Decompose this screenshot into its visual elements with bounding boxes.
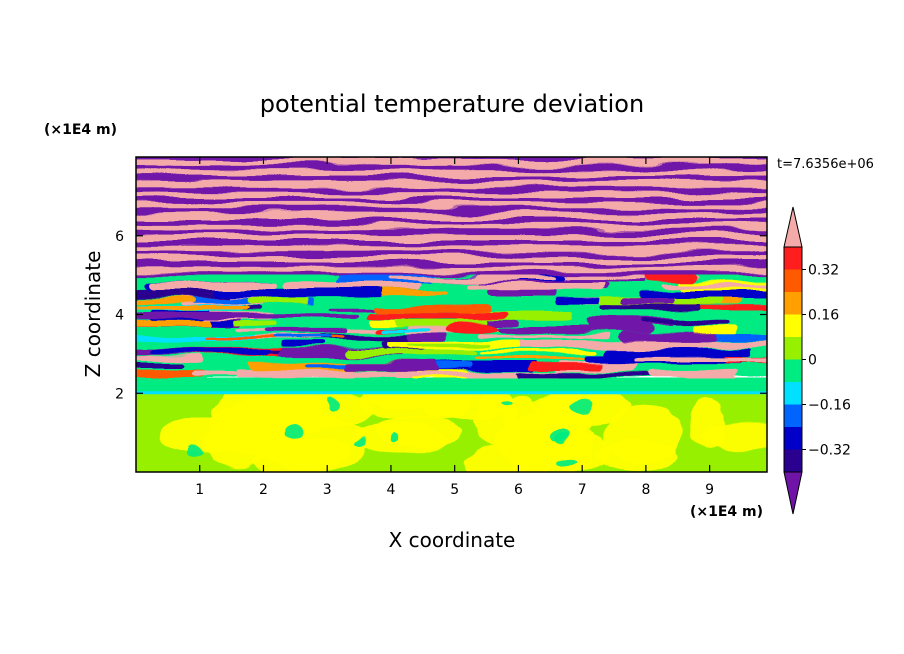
colorbar-box	[784, 247, 802, 270]
colorbar-box	[784, 382, 802, 405]
x-axis-ticks: 1 2 3 4 5 6 7 8 9	[195, 157, 714, 498]
colorbar-over-triangle	[783, 206, 803, 248]
x-tick-label: 8	[641, 482, 650, 498]
x-tick-label: 7	[578, 482, 587, 498]
interface-layer	[136, 377, 767, 394]
x-tick-label: 2	[259, 482, 268, 498]
mixing-layer	[136, 274, 767, 379]
y-axis-label: Z coordinate	[81, 251, 105, 378]
y-axis-unit: (×1E4 m)	[44, 122, 117, 138]
y-tick-label: 4	[115, 308, 124, 324]
colorbar-tick-label: 0.16	[808, 308, 839, 324]
lower-cells	[159, 375, 767, 472]
colorbar-tick-label: −0.16	[808, 398, 851, 414]
chart-title: potential temperature deviation	[260, 90, 644, 118]
colorbar-tick-label: −0.32	[808, 443, 851, 459]
colorbar: 0.32 0.16 0 −0.16 −0.32	[783, 206, 851, 515]
upper-bands	[136, 157, 767, 280]
x-tick-label: 5	[450, 482, 459, 498]
colorbar-box	[784, 292, 802, 315]
colorbar-box	[784, 337, 802, 360]
x-tick-label: 3	[323, 482, 332, 498]
colorbar-box	[784, 359, 802, 382]
colorbar-box	[784, 427, 802, 450]
colorbar-under-triangle	[783, 471, 803, 515]
contour-field	[136, 157, 767, 472]
x-tick-label: 6	[514, 482, 523, 498]
colorbar-box	[784, 269, 802, 292]
colorbar-tick-label: 0.32	[808, 263, 839, 279]
x-tick-label: 4	[386, 482, 395, 498]
y-tick-label: 6	[115, 229, 124, 245]
x-tick-label: 1	[195, 482, 204, 498]
y-axis-ticks: 2 4 6	[115, 229, 767, 402]
colorbar-box	[784, 314, 802, 337]
colorbar-box	[784, 449, 802, 472]
time-label: t=7.6356e+06	[777, 157, 874, 172]
y-tick-label: 2	[115, 386, 124, 402]
colorbar-tick-label: 0	[808, 353, 817, 369]
x-tick-label: 9	[705, 482, 714, 498]
x-axis-label: X coordinate	[389, 528, 516, 552]
x-axis-unit: (×1E4 m)	[690, 504, 763, 520]
colorbar-box	[784, 404, 802, 427]
